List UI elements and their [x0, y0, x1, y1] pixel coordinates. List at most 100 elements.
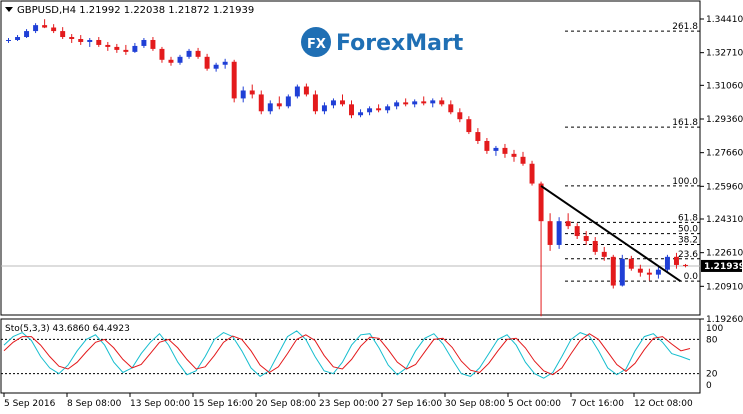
candle-body: [15, 37, 21, 40]
candle-body: [619, 258, 625, 286]
candle: [574, 223, 580, 239]
candle: [457, 108, 463, 123]
time-tick-label: 20 Sep 08:00: [256, 399, 316, 409]
candle-body: [457, 112, 463, 120]
candle: [610, 254, 616, 289]
candle-body: [294, 86, 300, 97]
candle: [493, 145, 499, 156]
candle-body: [240, 90, 246, 99]
candle: [520, 151, 526, 166]
candle-body: [60, 31, 66, 38]
current-price-tag-text: 1.21939: [704, 262, 743, 272]
candle: [78, 35, 84, 45]
candle-body: [114, 46, 120, 50]
candle: [222, 58, 228, 69]
candle-body: [340, 100, 345, 105]
candle: [258, 90, 264, 115]
candle: [583, 231, 589, 245]
candle-body: [421, 101, 427, 104]
time-tick-label: 5 Oct 00:00: [508, 399, 561, 409]
candle-body: [168, 59, 174, 63]
candle: [349, 100, 354, 119]
candle: [358, 109, 364, 118]
candle: [87, 38, 93, 47]
current-price-tag: 1.21939: [701, 259, 743, 272]
fib-level-label: 38.2: [678, 236, 698, 246]
candle-body: [159, 48, 165, 60]
candle: [619, 254, 625, 287]
time-tick-label: 7 Oct 16:00: [571, 399, 624, 409]
candle: [529, 160, 535, 186]
candle: [673, 252, 679, 269]
candle: [484, 138, 490, 154]
price-tick-label: 1.29360: [706, 115, 743, 125]
candle: [637, 264, 643, 277]
candle: [502, 143, 508, 158]
candle: [511, 149, 517, 162]
candle: [132, 42, 138, 53]
candle: [249, 84, 255, 99]
candle: [475, 128, 481, 144]
candle: [592, 237, 598, 255]
candle-body: [628, 258, 634, 269]
candle: [105, 41, 111, 51]
candle-body: [493, 147, 499, 151]
fibonacci-layer: 261.8 161.8 100.0 61.8 50.038.2 23.6 0.0: [1, 22, 700, 282]
dropdown-arrow-icon[interactable]: [5, 7, 13, 12]
candle: [42, 19, 48, 29]
candle-body: [78, 39, 84, 42]
candle: [448, 100, 454, 115]
candle-body: [439, 100, 445, 105]
candle: [141, 38, 147, 48]
candle: [646, 268, 652, 281]
candle: [159, 46, 165, 63]
candle: [547, 213, 553, 251]
price-tick-label: 1.22610: [706, 249, 743, 259]
candle-body: [583, 236, 589, 241]
candle: [330, 98, 336, 109]
candle: [168, 56, 174, 66]
candle: [33, 23, 39, 34]
candle-body: [610, 256, 616, 286]
price-tick-label: 1.32710: [706, 49, 743, 59]
candle: [312, 90, 318, 115]
candle-body: [349, 104, 354, 116]
time-tick-label: 27 Sep 16:00: [382, 399, 442, 409]
candle-body: [367, 108, 373, 113]
candle: [367, 106, 373, 116]
candle: [556, 217, 562, 249]
time-tick-label: 23 Sep 00:00: [319, 399, 379, 409]
candle-body: [303, 86, 309, 95]
candle: [340, 94, 345, 107]
candle-body: [520, 156, 526, 164]
candle-body: [448, 104, 454, 113]
logo-text: ForexMart: [336, 31, 464, 56]
candle: [285, 94, 291, 109]
time-tick-label: 13 Sep 00:00: [130, 399, 190, 409]
time-tick-label: 12 Oct 08:00: [634, 399, 693, 409]
candle-body: [637, 268, 643, 273]
candle-body: [213, 64, 219, 69]
trend-line[interactable]: [540, 185, 682, 283]
candle: [294, 84, 300, 99]
candle-body: [132, 45, 138, 52]
candle-body: [258, 94, 264, 112]
candle-body: [312, 94, 318, 112]
candle-body: [123, 49, 129, 52]
candle: [204, 53, 210, 71]
candle: [628, 255, 634, 271]
stochastic-label: Sto(5,3,3) 43.6860 64.4923: [5, 324, 130, 334]
candle-body: [655, 269, 661, 275]
candles-layer: [6, 19, 688, 317]
fib-level-label: 261.8: [672, 22, 698, 32]
candle: [6, 38, 11, 43]
candle: [601, 246, 607, 261]
candle: [240, 86, 246, 103]
time-tick-label: 30 Sep 08:00: [445, 399, 505, 409]
logo-mark-icon: [301, 27, 331, 57]
time-tick-label: 8 Sep 08:00: [67, 399, 122, 409]
candle-body: [276, 103, 282, 107]
time-tick-label: 15 Sep 16:00: [193, 399, 253, 409]
